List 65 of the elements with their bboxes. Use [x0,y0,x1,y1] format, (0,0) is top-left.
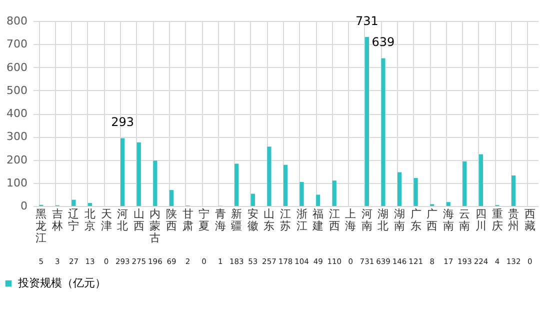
bar [169,190,174,206]
y-tick-label: 200 [6,153,28,166]
x-tick-label: 吉林 [50,208,63,232]
y-tick-label: 100 [6,176,28,190]
x-tick-label: 宁夏 [198,208,210,232]
bar [316,194,320,206]
x-tick-label: 上海 [345,208,356,232]
x-tick-label: 湖南 [394,208,406,232]
bar [300,182,304,206]
x-tick-label: 江西 [328,208,340,232]
x-tick-label: 浙江 [296,208,308,232]
x-tick-label: 安徽 [247,208,258,232]
legend-label: 投资规模（亿元） [17,276,106,290]
y-tick-label: 0 [20,200,28,212]
bar [397,172,402,206]
x-tick-label: 四川 [475,208,486,232]
y-tick-label: 500 [6,84,28,97]
bar [120,138,125,206]
bar [462,161,467,206]
x-tick-label: 重庆 [492,208,503,232]
x-tick-label: 贵州 [508,208,520,232]
x-tick-label: 江苏 [280,208,291,232]
x-tick-label: 云南 [459,208,470,232]
x-tick-label: 辽宁 [68,208,80,232]
x-tick-label: 青海 [214,208,226,232]
x-tick-label: 黑龙江 [36,208,47,244]
bar [250,194,255,206]
y-tick-label: 700 [6,38,28,51]
annotation: 731 [356,14,378,28]
x-tick-label: 广东 [410,208,422,232]
annotation: 639 [372,35,395,50]
y-tick-label: 600 [6,60,28,74]
x-tick-label: 西藏 [524,208,536,232]
x-tick-label: 内蒙古 [150,208,161,244]
x-tick-label: 河北 [117,208,128,232]
bar [414,178,418,206]
y-tick-label: 300 [6,130,28,144]
x-tick-label: 陕西 [166,208,177,232]
bar [478,154,484,206]
x-tick-label: 北京 [84,208,96,232]
bar [364,36,369,206]
annotation: 293 [111,115,134,130]
y-tick-label: 800 [6,14,28,28]
x-tick-label: 广西 [426,208,438,232]
bar [512,175,516,206]
x-tick-label: 山东 [264,208,275,232]
bar [283,164,288,206]
x-tick-label: 福建 [312,208,324,232]
x-tick-label: 天津 [100,208,112,232]
bar [72,200,76,206]
bar [153,160,158,206]
x-tick-label: 甘肃 [182,208,194,232]
bar [267,146,272,206]
bar [446,202,450,206]
bar [234,164,239,206]
bar [381,58,386,206]
x-tick-label: 海南 [442,208,454,232]
x-tick-label: 新疆 [231,208,242,232]
x-tick-label: 湖北 [378,208,389,232]
x-tick-label: 河南 [361,208,372,232]
bar [332,180,336,206]
bar [88,202,92,206]
x-tick-label: 山西 [133,208,144,232]
y-tick-label: 400 [6,107,28,120]
bar [136,142,141,206]
